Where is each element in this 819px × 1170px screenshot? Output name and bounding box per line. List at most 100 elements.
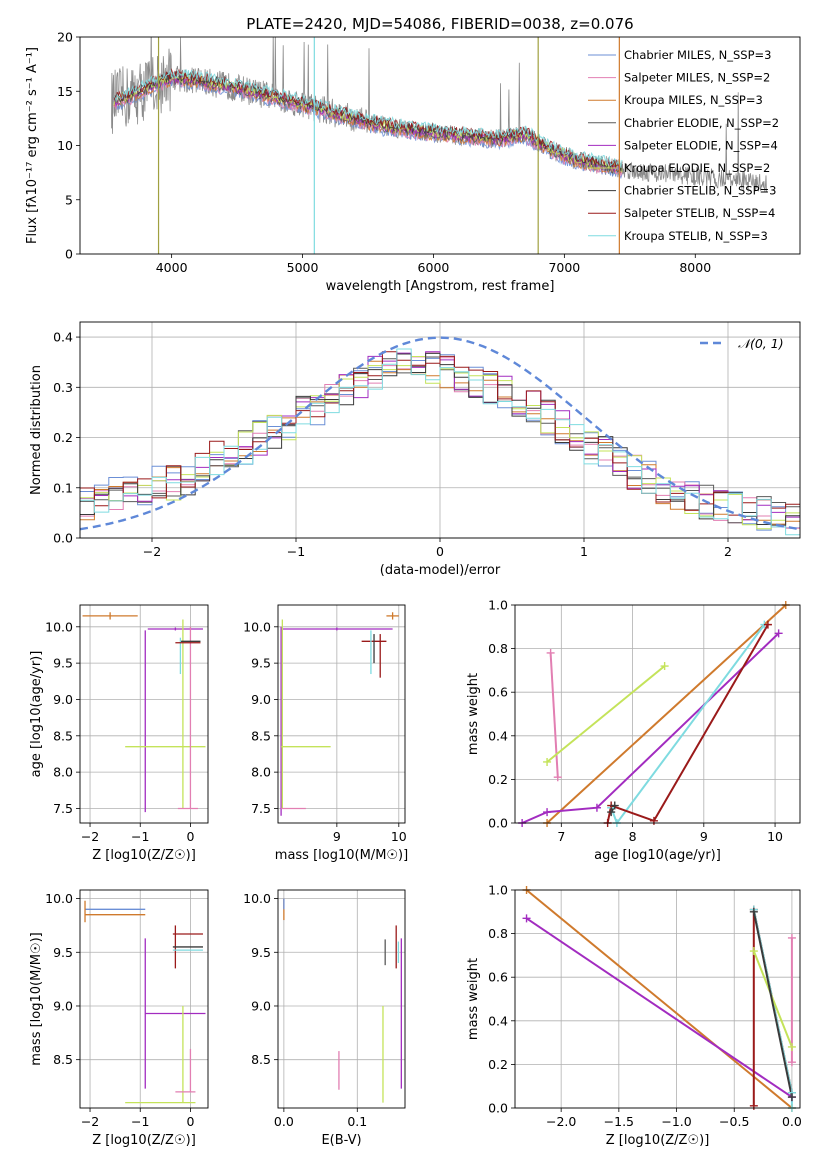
axes-frame — [79, 321, 801, 539]
x-tick-label: 0.0 — [782, 1114, 802, 1129]
x-axis-label: Z [log10(Z/Z☉)] — [92, 848, 196, 863]
y-tick-label: 15 — [57, 84, 73, 99]
y-tick-label: 0.0 — [488, 816, 508, 831]
y-tick-label: 0 — [65, 247, 73, 262]
model-spectrum-kroupa_stelib — [113, 68, 623, 168]
plot-area — [521, 605, 787, 823]
x-tick-label: −2 — [81, 829, 99, 844]
x-tick-label: 0.0 — [274, 1114, 294, 1129]
y-tick-label: 10 — [57, 138, 73, 153]
y-axis-label: age [log10(age/yr)] — [29, 651, 44, 778]
y-axis-label: mass weight — [466, 958, 481, 1040]
y-tick-label: 0.6 — [488, 970, 508, 985]
y-tick-label: 9.5 — [53, 945, 73, 960]
marker-chabrier_stelib — [749, 907, 758, 916]
y-tick-label: 9.5 — [53, 656, 73, 671]
axes-frame — [79, 889, 209, 1109]
legend-entry: Salpeter ELODIE, N_SSP=4 — [624, 138, 778, 152]
x-axis-label: E(B-V) — [321, 1133, 361, 1148]
series-line-kroupa_miles — [525, 890, 793, 1108]
marker-salpeter_stelib — [749, 1101, 758, 1110]
y-tick-label: 8.5 — [251, 1052, 271, 1067]
y-tick-label: 0.2 — [488, 772, 508, 787]
y-tick-label: 9.0 — [53, 692, 73, 707]
plot-area — [84, 900, 206, 1104]
y-tick-label: 10.0 — [45, 891, 73, 906]
y-tick-label: 20 — [57, 30, 73, 45]
marker-salpeter_miles — [546, 648, 555, 657]
y-tick-label: 1.0 — [488, 883, 508, 898]
x-tick-label: 7 — [557, 829, 565, 844]
histogram-kroupa_stelib — [80, 348, 800, 536]
x-tick-label: 8 — [629, 829, 637, 844]
legend-entry: Chabrier MILES, N_SSP=3 — [624, 48, 771, 62]
y-tick-label: 0.6 — [488, 685, 508, 700]
y-tick-label: 8.5 — [53, 1052, 73, 1067]
x-tick-label: −2 — [81, 1114, 99, 1129]
y-tick-label: 9.5 — [251, 656, 271, 671]
marker-salpeter_elodie — [543, 808, 552, 817]
legend-entry: 𝒩(0, 1) — [738, 336, 784, 351]
histogram-salpeter_stelib — [80, 351, 800, 516]
axes-frame — [79, 36, 801, 255]
series-line-salpeter_stelib — [606, 624, 769, 823]
x-tick-label: 0 — [186, 1114, 194, 1129]
x-tick-label: −1.5 — [604, 1114, 634, 1129]
y-tick-label: 0.1 — [53, 480, 73, 495]
x-tick-label: −0.5 — [719, 1114, 749, 1129]
y-tick-label: 0.4 — [488, 1013, 508, 1028]
y-tick-label: 0.0 — [488, 1101, 508, 1116]
legend-entry: Salpeter STELIB, N_SSP=4 — [624, 206, 775, 220]
legend-entry: Kroupa STELIB, N_SSP=3 — [624, 229, 768, 243]
x-tick-label: 0 — [436, 544, 444, 559]
y-tick-label: 0.4 — [488, 728, 508, 743]
marker-salpeter_miles — [553, 773, 562, 782]
x-tick-label: −1 — [287, 544, 305, 559]
legend-entry: Kroupa MILES, N_SSP=3 — [624, 93, 763, 107]
axes-frame — [79, 604, 209, 824]
series-line-salpeter_elodie — [525, 917, 793, 1098]
plot-area — [80, 336, 800, 536]
y-tick-label: 9.0 — [53, 998, 73, 1013]
gaussian-curve — [80, 336, 800, 531]
x-axis-label: mass [log10(M/M☉)] — [275, 848, 408, 863]
y-tick-label: 0.8 — [488, 926, 508, 941]
x-tick-label: 5000 — [287, 260, 319, 275]
marker-salpeter_stelib — [649, 816, 658, 825]
x-tick-label: −1 — [131, 829, 149, 844]
y-tick-label: 5 — [65, 192, 73, 207]
y-tick-label: 10.0 — [45, 619, 73, 634]
x-axis-label: wavelength [Angstrom, rest frame] — [326, 279, 555, 294]
x-axis-label: Z [log10(Z/Z☉)] — [92, 1133, 196, 1148]
x-axis-label: (data-model)/error — [380, 563, 501, 578]
x-tick-label: 4000 — [156, 260, 188, 275]
plot-area — [111, 37, 768, 254]
x-tick-label: 9 — [700, 829, 708, 844]
x-tick-label: 7000 — [548, 260, 580, 275]
series-line-kroupa_miles — [546, 605, 787, 823]
x-tick-label: 2 — [724, 544, 732, 559]
y-tick-label: 0.8 — [488, 641, 508, 656]
marker-kroupa_elodie — [787, 1042, 796, 1051]
legend-entry: Salpeter MILES, N_SSP=2 — [624, 71, 770, 85]
x-axis-label: age [log10(age/yr)] — [594, 848, 721, 863]
y-axis-label: mass [log10(M/M☉)] — [29, 932, 44, 1065]
marker-kroupa_elodie — [660, 662, 669, 671]
axes-frame — [514, 604, 801, 824]
marker-salpeter_elodie — [592, 803, 601, 812]
y-tick-label: 0.2 — [488, 1057, 508, 1072]
axes-frame — [514, 889, 801, 1109]
marker-kroupa_elodie — [749, 947, 758, 956]
y-tick-label: 8.0 — [53, 765, 73, 780]
figure-title: PLATE=2420, MJD=54086, FIBERID=0038, z=0… — [246, 15, 633, 33]
y-axis-label: Flux [fλ10⁻¹⁷ erg cm⁻² s⁻¹ A⁻¹] — [25, 47, 40, 244]
y-tick-label: 1.0 — [488, 598, 508, 613]
legend-entry: Chabrier STELIB, N_SSP=3 — [624, 184, 776, 198]
x-axis-label: Z [log10(Z/Z☉)] — [606, 1133, 710, 1148]
x-tick-label: 0.1 — [347, 1114, 367, 1129]
marker-chabrier_stelib — [610, 801, 619, 810]
axes-frame — [277, 889, 406, 1109]
series-line-kroupa_elodie — [752, 950, 793, 1048]
x-tick-label: −1 — [131, 1114, 149, 1129]
